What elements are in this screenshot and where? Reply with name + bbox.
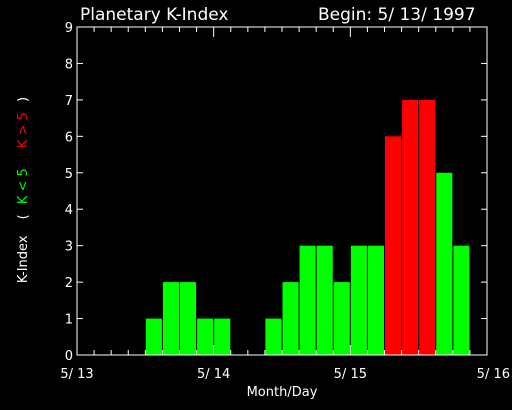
- k-index-bar: [367, 245, 384, 355]
- bar-series: [145, 99, 470, 355]
- x-tick-label: 5/ 16: [477, 367, 510, 382]
- x-axis: 5/ 13 5/ 14 5/ 15 5/ 16: [60, 27, 510, 382]
- y-tick-label: 4: [65, 203, 73, 218]
- k-index-bar: [350, 245, 367, 355]
- y-axis-label-prefix: K-Index: [16, 235, 31, 283]
- y-axis: 0 1 2 3 4 5 6 7 8 9: [65, 21, 487, 364]
- y-tick-label: 0: [65, 349, 73, 364]
- y-tick-label: 5: [65, 167, 73, 182]
- y-axis-label-low: K < 5: [16, 168, 31, 204]
- k-index-bar: [299, 245, 316, 355]
- y-axis-label-high: K > 5: [16, 112, 31, 148]
- k-index-bar: [145, 318, 162, 355]
- k-index-bar: [214, 318, 231, 355]
- y-tick-label: 9: [65, 21, 73, 36]
- y-axis-label: K-Index ( K < 5 K > 5 ): [16, 97, 31, 283]
- k-index-bar: [265, 318, 282, 355]
- k-index-bar: [419, 99, 436, 355]
- k-index-bar: [162, 282, 179, 355]
- k-index-bar: [180, 282, 197, 355]
- k-index-bar: [453, 245, 470, 355]
- x-tick-label: 5/ 15: [334, 367, 367, 382]
- x-axis-label: Month/Day: [247, 385, 318, 400]
- k-index-bar: [385, 136, 402, 355]
- x-tick-label: 5/ 14: [197, 367, 230, 382]
- k-index-bar: [402, 99, 419, 355]
- k-index-bar: [436, 172, 453, 355]
- y-tick-label: 7: [65, 94, 73, 109]
- y-axis-label-open-paren: (: [16, 214, 31, 219]
- x-tick-label: 5/ 13: [60, 367, 93, 382]
- k-index-bar: [282, 282, 299, 355]
- k-index-bar: [316, 245, 333, 355]
- y-axis-label-close-paren: ): [16, 97, 31, 102]
- y-tick-label: 3: [65, 240, 73, 255]
- k-index-bar: [333, 282, 350, 355]
- chart-title: Planetary K-Index: [80, 5, 228, 25]
- y-tick-label: 6: [65, 130, 73, 145]
- k-index-bar: [197, 318, 214, 355]
- begin-date-label: Begin: 5/ 13/ 1997: [318, 5, 476, 25]
- y-tick-label: 1: [65, 313, 73, 328]
- y-tick-label: 2: [65, 276, 73, 291]
- y-tick-label: 8: [65, 57, 73, 72]
